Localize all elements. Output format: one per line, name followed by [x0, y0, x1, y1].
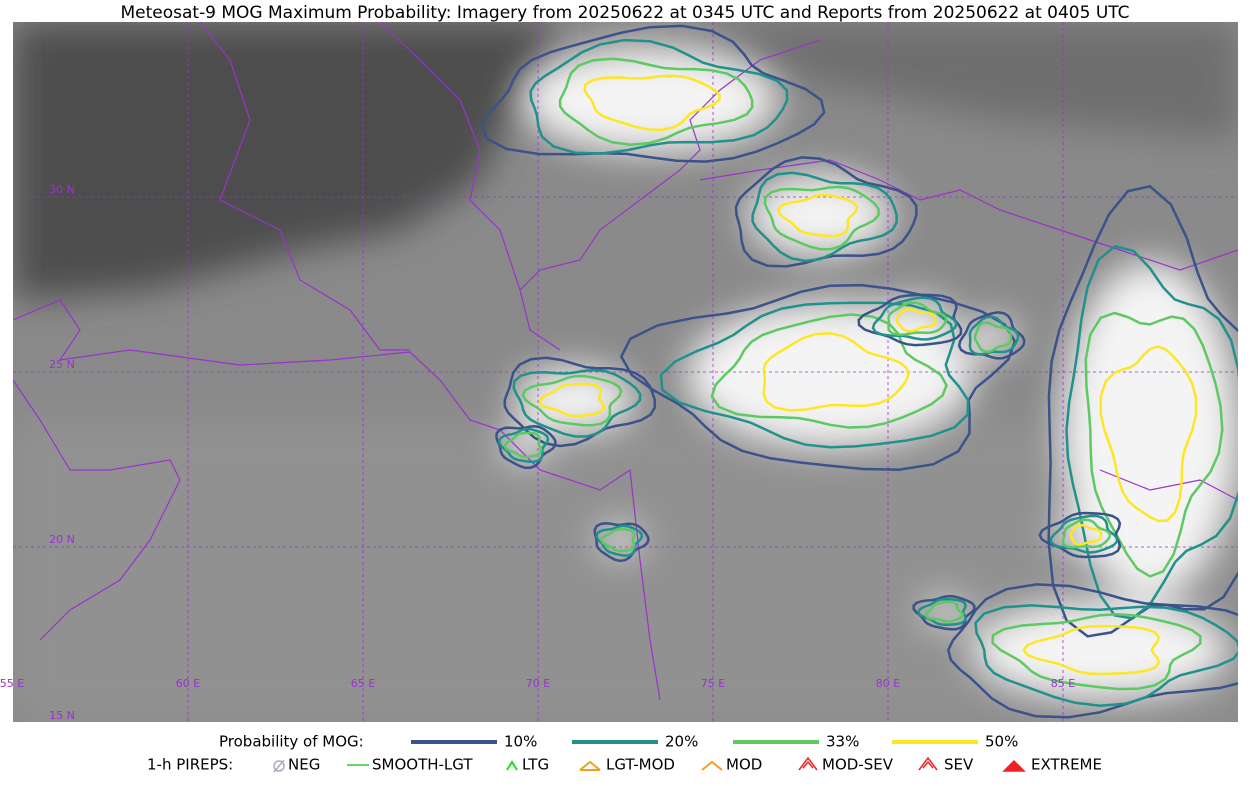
probability-contour	[762, 331, 910, 412]
probability-contour	[957, 311, 1026, 360]
map	[13, 22, 1238, 722]
lon-label: 70 E	[526, 677, 550, 690]
probability-contour	[1047, 185, 1238, 638]
probability-contour	[871, 296, 958, 341]
probability-contour	[1022, 624, 1161, 676]
probability-contour	[974, 604, 1238, 708]
probability-contour	[776, 193, 859, 238]
legend-label: 50%	[985, 733, 1018, 751]
probability-contour	[558, 57, 754, 147]
probability-contour	[1061, 518, 1112, 549]
lat-label: 25 N	[49, 358, 75, 371]
legend-label: SEV	[944, 756, 974, 774]
probability-contour	[538, 382, 605, 418]
probability-contour	[887, 301, 948, 336]
lon-label: 75 E	[701, 677, 725, 690]
legend-title: 1-h PIREPS:	[147, 756, 233, 774]
probability-contour	[924, 600, 964, 623]
legend: Probability of MOG: 1-h PIREPS: 10% 20% 33…	[147, 733, 1102, 774]
legend-label: 20%	[665, 733, 698, 751]
lat-label: 15 N	[49, 709, 75, 722]
probability-contour	[1069, 523, 1103, 546]
probability-contour	[1049, 514, 1119, 554]
lat-label: 30 N	[49, 183, 75, 196]
probability-contour	[751, 171, 898, 263]
probability-contour	[521, 374, 623, 427]
probability-contour	[973, 321, 1013, 354]
probability-contour	[857, 293, 963, 347]
legend-label: LTG	[522, 756, 549, 774]
cloud	[522, 48, 778, 152]
lon-label: 80 E	[876, 677, 900, 690]
probability-contour	[763, 185, 880, 251]
probability-contour	[1084, 311, 1224, 578]
probability-contour	[734, 156, 918, 268]
legend-label: LGT-MOD	[606, 756, 675, 774]
lat-label: 20 N	[49, 533, 75, 546]
legend-label: MOD	[726, 756, 762, 774]
lon-label: 65 E	[351, 677, 375, 690]
probability-contour	[583, 74, 721, 131]
lon-label: 60 E	[176, 677, 200, 690]
title: Meteosat-9 MOG Maximum Probability: Imag…	[120, 3, 1129, 23]
probability-contour	[1099, 345, 1198, 523]
legend-label: SMOOTH-LGT	[372, 756, 473, 774]
lon-label: 85 E	[1051, 677, 1075, 690]
legend-label: 33%	[826, 733, 859, 751]
legend-label: MOD-SEV	[822, 756, 894, 774]
probability-contour	[504, 431, 543, 459]
probability-contour	[916, 597, 967, 627]
probability-contour	[991, 612, 1202, 691]
probability-contour	[659, 301, 970, 449]
probability-contour	[595, 524, 643, 557]
probability-contour	[529, 38, 789, 155]
probability-contour	[968, 315, 1020, 356]
probability-contour	[946, 583, 1238, 719]
lon-label: 55 E	[0, 677, 24, 690]
probability-contour	[1038, 511, 1122, 559]
probability-contour	[600, 527, 636, 553]
legend-label: NEG	[288, 756, 320, 774]
probability-contour	[895, 307, 937, 333]
probability-contour	[480, 24, 826, 163]
legend-title: Probability of MOG:	[219, 733, 364, 751]
legend-label: 10%	[504, 733, 537, 751]
probability-contour	[512, 368, 642, 438]
legend-label: EXTREME	[1031, 756, 1102, 774]
probability-contour	[912, 594, 976, 631]
probability-contour	[1065, 244, 1238, 620]
probability-contour	[497, 427, 550, 464]
